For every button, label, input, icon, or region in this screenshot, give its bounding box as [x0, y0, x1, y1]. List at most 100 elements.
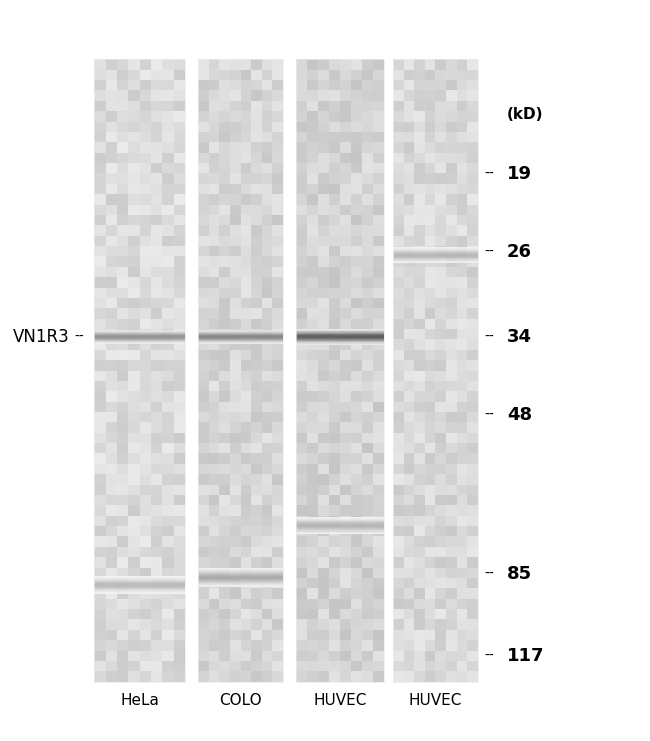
Bar	[261, 205, 272, 215]
Bar	[456, 671, 467, 682]
Bar	[307, 298, 318, 308]
Bar	[318, 588, 329, 599]
Bar	[467, 464, 478, 474]
Bar	[425, 215, 436, 225]
Bar	[220, 381, 230, 391]
Bar	[296, 578, 307, 588]
Bar	[117, 267, 129, 277]
Bar	[446, 205, 456, 215]
Bar	[94, 581, 185, 582]
Bar	[209, 485, 220, 495]
Bar	[198, 370, 209, 381]
Bar	[162, 391, 174, 402]
Bar	[467, 495, 478, 505]
Bar	[240, 412, 251, 422]
Bar	[456, 640, 467, 651]
Bar	[198, 547, 209, 557]
Bar	[94, 194, 105, 205]
Bar	[404, 536, 415, 547]
Bar	[94, 587, 185, 588]
Bar	[436, 547, 446, 557]
Bar	[404, 339, 415, 350]
Bar	[105, 422, 117, 433]
Bar	[129, 225, 140, 236]
Bar	[393, 526, 404, 536]
Bar	[240, 661, 251, 671]
Bar	[117, 256, 129, 267]
Bar	[350, 70, 361, 80]
Bar	[230, 298, 240, 308]
Bar	[361, 443, 372, 453]
Bar	[467, 298, 478, 308]
Bar	[350, 381, 361, 391]
Bar	[307, 412, 318, 422]
Bar	[361, 256, 372, 267]
Bar	[272, 630, 283, 640]
Bar	[261, 277, 272, 288]
Bar	[174, 599, 185, 609]
Bar	[361, 350, 372, 360]
Bar	[456, 132, 467, 142]
Bar	[350, 578, 361, 588]
Bar	[129, 443, 140, 453]
Bar	[261, 329, 272, 339]
Bar	[296, 344, 384, 345]
Bar	[339, 422, 350, 433]
Bar	[350, 163, 361, 173]
Bar	[198, 391, 209, 402]
Bar	[272, 453, 283, 464]
Bar	[350, 422, 361, 433]
Bar	[140, 267, 151, 277]
Bar	[240, 329, 251, 339]
Bar	[446, 536, 456, 547]
Bar	[220, 661, 230, 671]
Bar	[361, 173, 372, 184]
Bar	[436, 474, 446, 485]
Bar	[162, 433, 174, 443]
Bar	[162, 578, 174, 588]
Bar	[329, 350, 339, 360]
Bar	[151, 443, 162, 453]
Bar	[372, 630, 384, 640]
Bar	[307, 236, 318, 246]
Bar	[329, 246, 339, 256]
Bar	[456, 412, 467, 422]
Bar	[162, 173, 174, 184]
Bar	[372, 391, 384, 402]
Bar	[220, 671, 230, 682]
Bar	[198, 526, 209, 536]
Bar	[467, 163, 478, 173]
Bar	[105, 101, 117, 111]
Bar	[251, 267, 261, 277]
Bar	[307, 495, 318, 505]
Bar	[329, 163, 339, 173]
Bar	[240, 90, 251, 101]
Bar	[151, 651, 162, 661]
Bar	[307, 391, 318, 402]
Bar	[307, 640, 318, 651]
Bar	[105, 547, 117, 557]
Bar	[162, 402, 174, 412]
Bar	[105, 350, 117, 360]
Bar	[425, 163, 436, 173]
Bar	[129, 298, 140, 308]
Bar	[404, 485, 415, 495]
Bar	[415, 651, 425, 661]
Bar	[230, 153, 240, 163]
Bar	[105, 319, 117, 329]
Bar	[372, 640, 384, 651]
Bar	[329, 142, 339, 153]
Bar	[296, 163, 307, 173]
Bar	[94, 505, 105, 516]
Bar	[251, 422, 261, 433]
Bar	[198, 619, 209, 630]
Bar	[372, 111, 384, 122]
Bar	[230, 402, 240, 412]
Bar	[220, 288, 230, 298]
Bar	[94, 59, 105, 70]
Bar	[105, 194, 117, 205]
Bar	[415, 153, 425, 163]
Bar	[94, 277, 105, 288]
Bar	[307, 402, 318, 412]
Bar	[372, 350, 384, 360]
